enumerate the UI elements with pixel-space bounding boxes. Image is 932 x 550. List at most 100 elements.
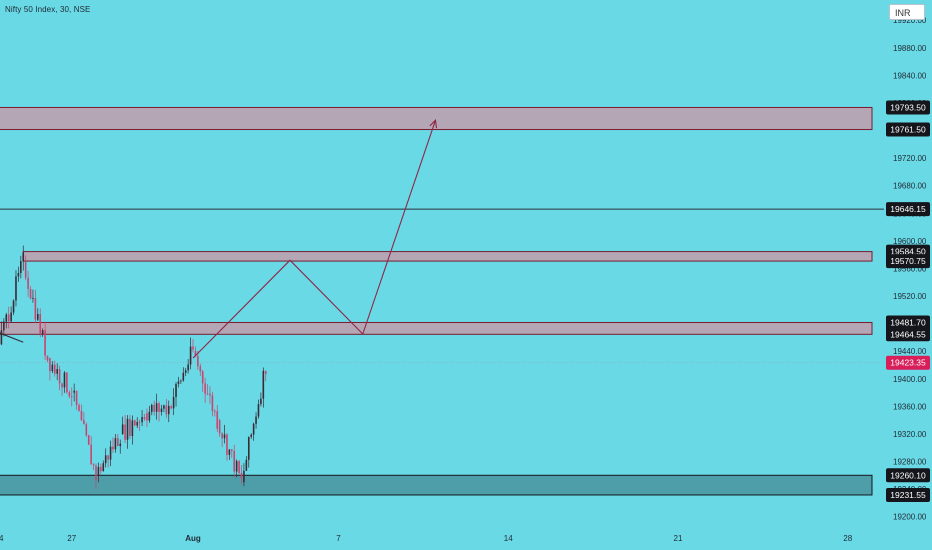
zone-resistance-top[interactable] [0, 106, 873, 131]
candle [150, 404, 153, 412]
candle [235, 461, 238, 472]
candle [32, 297, 34, 299]
candle [250, 434, 252, 437]
candle [223, 434, 226, 439]
candle [163, 405, 165, 409]
candle [148, 411, 151, 421]
candle [66, 372, 68, 393]
candle [231, 449, 233, 451]
candle [119, 443, 122, 447]
candle [27, 277, 29, 289]
currency-selector[interactable]: INR [889, 4, 925, 20]
price-label: 19481.70 [890, 317, 926, 327]
candle [245, 459, 248, 471]
candle [206, 393, 209, 395]
y-tick-label: 19880.00 [893, 44, 927, 53]
candle [24, 261, 27, 278]
candle [138, 422, 141, 423]
candle [70, 396, 73, 398]
candle [262, 370, 265, 399]
candle [146, 413, 148, 421]
candle [68, 392, 71, 397]
candle [61, 383, 63, 388]
x-tick-label: 7 [336, 534, 341, 543]
y-tick-label: 19840.00 [893, 71, 927, 80]
price-label: 19570.75 [890, 256, 926, 266]
candle [10, 312, 12, 322]
candle [104, 455, 107, 464]
zone-resistance-mid[interactable] [22, 251, 873, 262]
candle [112, 446, 114, 450]
zone-support[interactable] [0, 474, 873, 496]
candle [46, 355, 49, 361]
candle [243, 470, 245, 483]
candle [83, 420, 85, 425]
x-tick-label: 14 [504, 534, 513, 543]
candle [167, 405, 170, 415]
candle [247, 436, 250, 460]
y-tick-label: 19360.00 [893, 402, 927, 411]
candle [216, 411, 219, 429]
candle [102, 463, 105, 472]
candle [63, 372, 66, 388]
candle [160, 408, 163, 412]
candle [29, 288, 32, 299]
x-tick-label: 21 [674, 534, 683, 543]
candle [153, 404, 155, 412]
candle [121, 424, 124, 434]
candle [264, 370, 267, 375]
candle [117, 438, 119, 447]
candle [201, 371, 204, 384]
current-price-label: 19423.35 [890, 358, 926, 368]
candle [15, 276, 17, 301]
candle [78, 405, 80, 411]
candle [221, 433, 223, 439]
y-tick-label: 19200.00 [893, 513, 927, 522]
candle [95, 465, 97, 481]
price-label-bg [886, 327, 930, 342]
candle [3, 321, 5, 331]
candle [158, 403, 160, 412]
price-label: 19793.50 [890, 102, 926, 112]
candle [233, 450, 236, 472]
candle [53, 364, 56, 374]
price-label-bg [886, 202, 930, 217]
candle [41, 330, 44, 335]
projection-path[interactable] [192, 120, 437, 359]
candle [87, 435, 90, 445]
candle [85, 424, 88, 436]
x-tick-label: 27 [67, 534, 76, 543]
zone-resistance-low[interactable] [0, 321, 873, 335]
candle [49, 358, 51, 372]
candle [44, 330, 46, 356]
candle [17, 273, 20, 277]
candle [75, 390, 78, 406]
y-tick-label: 19600.00 [893, 237, 927, 246]
candle [114, 438, 117, 450]
candle [92, 464, 95, 466]
candle [51, 364, 54, 372]
candle [189, 346, 192, 365]
candle [126, 418, 129, 440]
price-label: 19260.10 [890, 470, 926, 480]
candle [141, 417, 143, 423]
x-tick-label: 24 [0, 534, 4, 543]
trendline[interactable] [0, 65, 24, 343]
candle [80, 410, 83, 421]
y-tick-label: 19280.00 [893, 458, 927, 467]
candle [39, 313, 42, 335]
candle [165, 405, 168, 415]
candle [255, 416, 257, 424]
candle [192, 346, 194, 350]
price-label: 19464.55 [890, 329, 926, 339]
price-label-bg [886, 122, 930, 137]
candle [175, 383, 177, 398]
candle [22, 252, 25, 262]
candle [131, 420, 134, 436]
candle [218, 420, 221, 434]
candle [197, 356, 199, 367]
candle [34, 297, 37, 320]
candle [73, 390, 75, 393]
candle [211, 395, 214, 412]
